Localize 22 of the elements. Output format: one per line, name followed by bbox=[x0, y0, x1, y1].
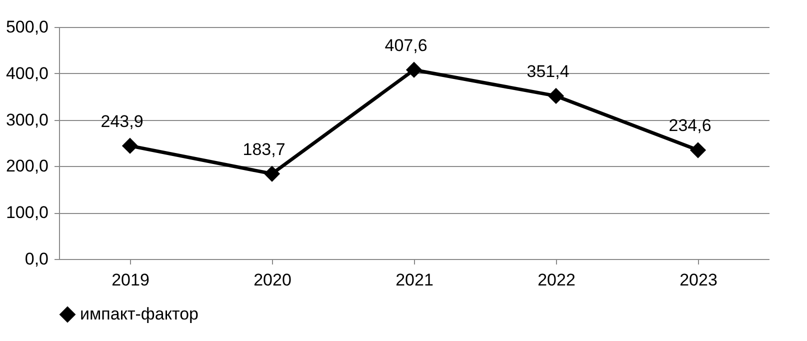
data-label: 407,6 bbox=[384, 36, 428, 55]
point bbox=[122, 138, 138, 154]
y-tick-label: 500,0 bbox=[6, 18, 48, 36]
data-label: 351,4 bbox=[526, 62, 570, 81]
x-tick-label: 2020 bbox=[254, 270, 292, 290]
y-tick-label: 0,0 bbox=[24, 250, 48, 268]
point bbox=[264, 166, 280, 182]
data-label: 234,6 bbox=[668, 116, 712, 136]
y-tick-label: 200,0 bbox=[6, 156, 48, 176]
point bbox=[406, 62, 422, 78]
x-tick-label: 2023 bbox=[680, 270, 718, 290]
legend-label: импакт-фактор bbox=[80, 304, 198, 324]
point bbox=[690, 142, 706, 158]
y-tick-label: 300,0 bbox=[6, 110, 48, 130]
data-label: 243,9 bbox=[100, 112, 144, 131]
y-tick-label: 400,0 bbox=[6, 64, 48, 83]
point bbox=[548, 88, 564, 104]
data-label: 183,7 bbox=[242, 140, 286, 159]
x-tick-label: 2019 bbox=[112, 270, 150, 290]
x-tick-label: 2022 bbox=[538, 270, 576, 290]
y-tick-label: 100,0 bbox=[6, 203, 48, 222]
x-tick-label: 2021 bbox=[396, 270, 434, 290]
